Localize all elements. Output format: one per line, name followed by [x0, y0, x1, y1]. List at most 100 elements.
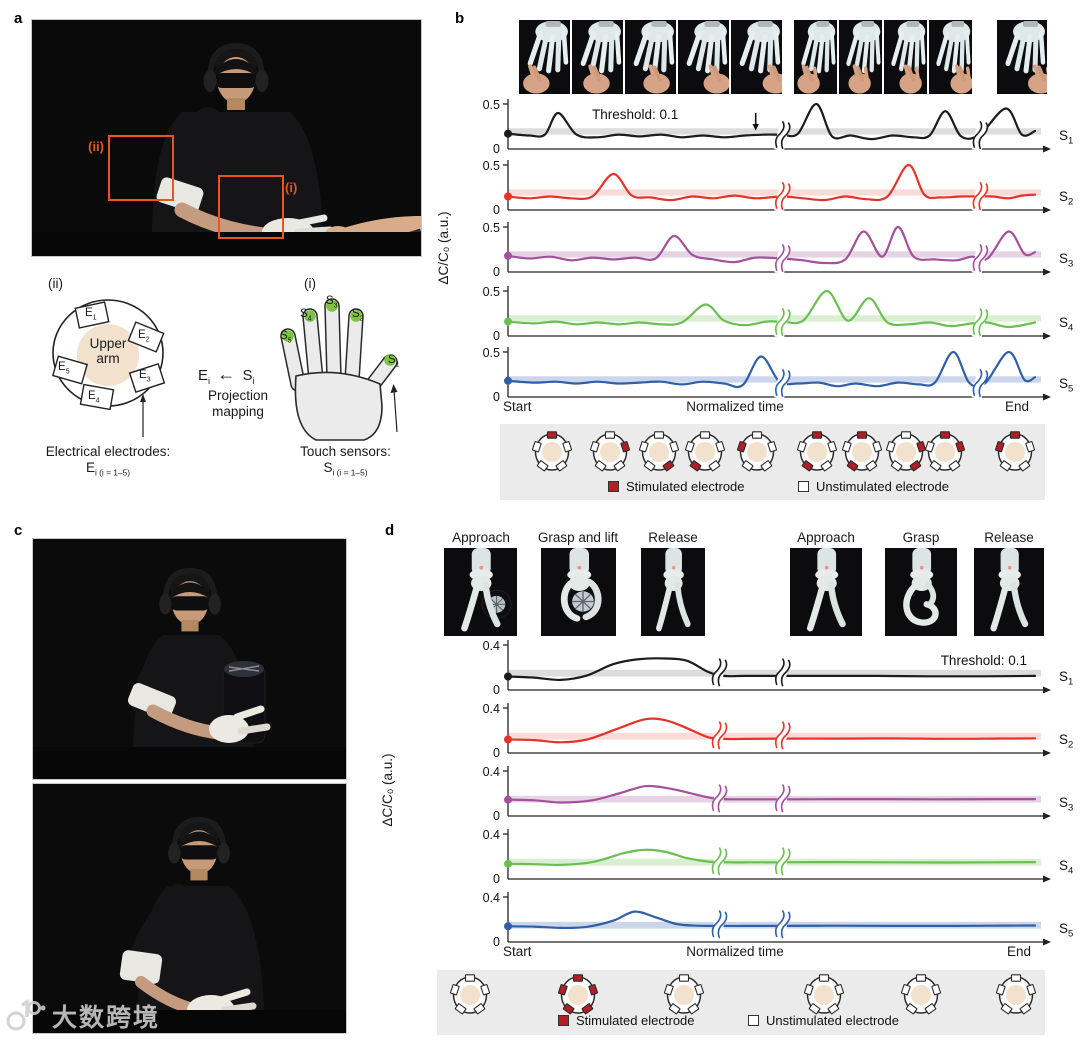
pinch-two-fingers-photo-1: [794, 20, 837, 94]
axis-break-mark: [774, 846, 791, 878]
electrode-circle-diagram: [638, 431, 680, 472]
s1-trace: [506, 657, 1037, 682]
svg-text:0: 0: [493, 935, 500, 949]
chart-row-s4: 0.5 0 S4: [483, 285, 1074, 343]
electrode-pattern-2: [556, 971, 600, 1024]
pinch-two-fingers-photo-1: [794, 20, 837, 94]
electrode-circle-diagram: [994, 431, 1036, 472]
s1-pointer-arrow: [393, 389, 398, 433]
electrode-pattern-10: [993, 428, 1037, 481]
electrode-pattern-9: [923, 428, 967, 481]
threshold-band: [508, 315, 1041, 322]
pinch-ring-photo: [678, 20, 729, 94]
series-label-s1: S1: [1059, 669, 1073, 688]
electrode-pattern-1: [448, 971, 492, 1024]
sensor-label-s4: S4: [300, 308, 312, 323]
prosthetic-hand-release-photo-2: [974, 548, 1044, 636]
diagram-ii-label: (ii): [48, 276, 63, 291]
panel-d-phase-label-1: Approach: [452, 530, 510, 545]
svg-text:0.5: 0.5: [483, 221, 500, 235]
svg-text:0: 0: [493, 390, 500, 404]
sensors-caption: Touch sensors:: [300, 444, 391, 459]
electrode-pattern-6: [994, 971, 1038, 1024]
upper-arm-cross-section-diagram: [51, 299, 166, 437]
touch-sensor-dot-5: [282, 330, 294, 342]
pinch-two-fingers-photo-5: [997, 20, 1047, 94]
svg-text:0.5: 0.5: [483, 285, 500, 299]
left-arrow-icon: ←: [217, 364, 236, 384]
series-label-s5: S5: [1059, 921, 1073, 940]
svg-text:0.4: 0.4: [483, 640, 500, 653]
panel-b-electrode-legend-strip: [500, 424, 1045, 500]
panel-b-label: b: [455, 10, 465, 27]
annotation-ii-label: (ii): [88, 139, 104, 154]
svg-text:0.4: 0.4: [483, 702, 500, 716]
axis-break-mark: [971, 119, 989, 152]
axis-break-mark: [774, 783, 791, 815]
electrode-box-e1: [74, 301, 110, 329]
panel-d-stimulated-legend: Stimulated electrode: [558, 1013, 695, 1028]
series-label-s5: S5: [1059, 376, 1073, 395]
axis-break-mark: [774, 720, 791, 752]
electrode-box-e5: [51, 355, 89, 385]
electrode-circle-diagram: [995, 974, 1037, 1015]
electrode-pattern-3: [637, 428, 681, 481]
axis-break-mark: [710, 909, 728, 941]
electrode-circle-diagram: [557, 974, 599, 1015]
pinch-two-fingers-photo-4: [929, 20, 972, 94]
hand-palm: [294, 371, 383, 441]
axis-break-mark: [710, 657, 728, 689]
prosthetic-hand-approach-photo: [790, 548, 862, 636]
panel-d-y-axis-label: ΔC/C₀ (a.u.): [380, 753, 395, 827]
electrode-circle-diagram: [841, 431, 883, 472]
prosthetic-hand-grasp-lift-jar-photo: [541, 548, 616, 636]
panel-d-x-end: End: [1007, 944, 1032, 959]
threshold-band: [508, 189, 1041, 196]
series-label-s1: S1: [1059, 128, 1073, 147]
start-dot: [504, 251, 512, 260]
panel-d-phase-label-5: Grasp: [902, 530, 940, 545]
panel-d-electrode-legend-strip: [437, 970, 1045, 1035]
electrode-pattern-6: [795, 428, 839, 481]
threshold-label: Threshold: 0.1: [592, 107, 678, 122]
sensors-formula: Si (i = 1–5): [323, 460, 368, 478]
sensor-label-s5: S5: [280, 330, 292, 345]
svg-text:0: 0: [493, 746, 500, 760]
axis-break-mark: [774, 180, 791, 213]
svg-text:0: 0: [493, 809, 500, 823]
chart-row-s5: 0.5 0 S5: [483, 346, 1074, 404]
chart-row-s4: 0.4 0 S4: [483, 828, 1074, 886]
axis-break-mark: [971, 242, 989, 275]
s4-trace: [506, 289, 1037, 329]
start-dot: [504, 922, 512, 931]
touch-sensor-dot-3: [326, 300, 338, 312]
touch-sensor-dot-1: [384, 354, 396, 366]
annotation-box-ii: [108, 135, 174, 201]
prosthetic-hand-approach-photo: [790, 548, 862, 636]
electrode-label-e3: E3: [139, 369, 151, 384]
pinch-middle-photo: [625, 20, 676, 94]
electrode-circle-diagram: [684, 431, 726, 472]
pinch-pinky-photo: [731, 20, 782, 94]
threshold-band: [508, 732, 1041, 740]
s5-trace: [506, 910, 1037, 930]
electrode-circle-diagram: [589, 431, 631, 472]
threshold-band: [508, 251, 1041, 258]
series-label-s3: S3: [1059, 795, 1073, 814]
axis-break-mark: [710, 846, 728, 878]
pinch-pinky-photo: [731, 20, 782, 94]
panel-b-stimulated-legend: Stimulated electrode: [608, 479, 745, 494]
pinch-thumb-photo: [519, 20, 570, 94]
electrode-pattern-7: [840, 428, 884, 481]
touch-sensor-dot-2: [350, 310, 362, 322]
arm-cross-section: [77, 324, 139, 386]
series-label-s3: S3: [1059, 251, 1073, 270]
electrode-label-e4: E4: [88, 390, 100, 405]
chart-row-s3: 0.5 0 S3: [483, 221, 1074, 279]
s2-trace: [506, 163, 1037, 202]
start-dot: [504, 129, 512, 138]
electrode-pattern-8: [884, 428, 928, 481]
annotation-box-i: [218, 175, 284, 239]
pinch-ring-photo: [678, 20, 729, 94]
